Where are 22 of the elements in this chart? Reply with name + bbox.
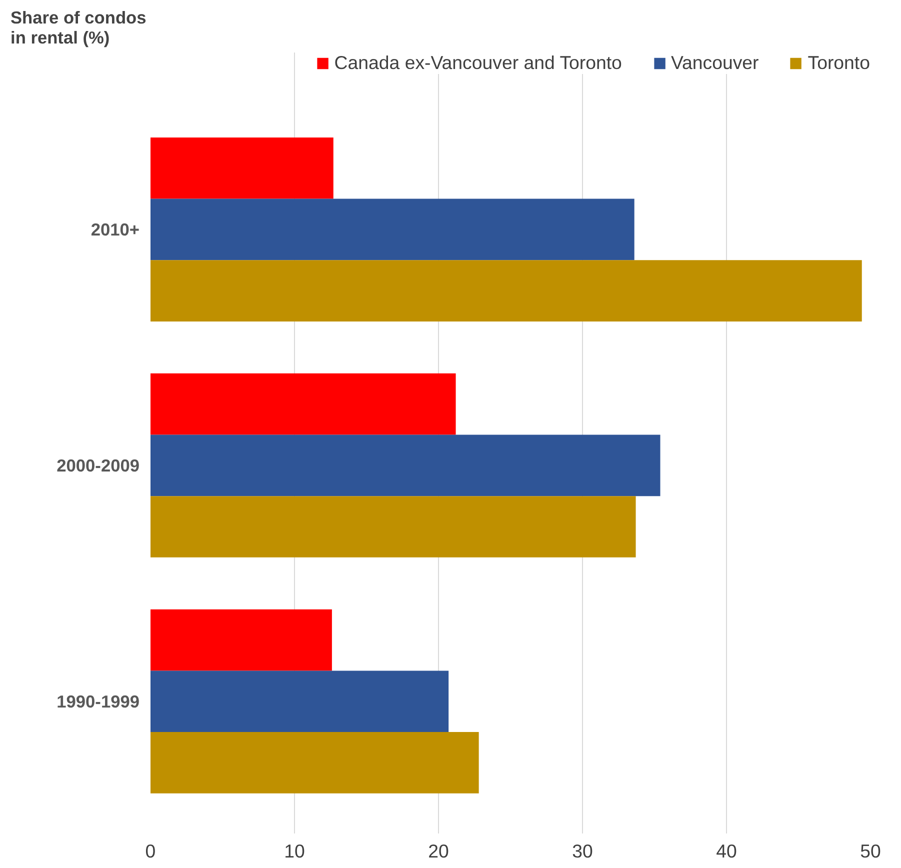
legend-label: Toronto	[808, 52, 870, 74]
bar	[150, 496, 636, 558]
bar	[150, 137, 334, 199]
x-tick-label: 50	[860, 840, 881, 862]
bar	[150, 732, 479, 794]
x-tick-label: 40	[716, 840, 737, 862]
y-tick-label: 1990-1999	[56, 691, 140, 712]
bar	[150, 670, 449, 732]
x-tick-label: 20	[428, 840, 449, 862]
y-tick-label: 2010+	[90, 219, 140, 240]
legend-label: Vancouver	[670, 52, 759, 74]
bar	[150, 198, 634, 260]
x-tick-label: 0	[145, 840, 156, 862]
x-tick-label: 10	[284, 840, 305, 862]
bar	[150, 609, 332, 671]
x-tick-label: 30	[572, 840, 593, 862]
y-tick-label: 2000-2009	[56, 455, 140, 476]
legend-label: Canada ex-Vancouver and Toronto	[334, 52, 622, 74]
bar	[150, 260, 862, 322]
chart-title: Share of condos in rental (%)	[10, 8, 146, 48]
bar	[150, 373, 456, 435]
bar	[150, 434, 660, 496]
